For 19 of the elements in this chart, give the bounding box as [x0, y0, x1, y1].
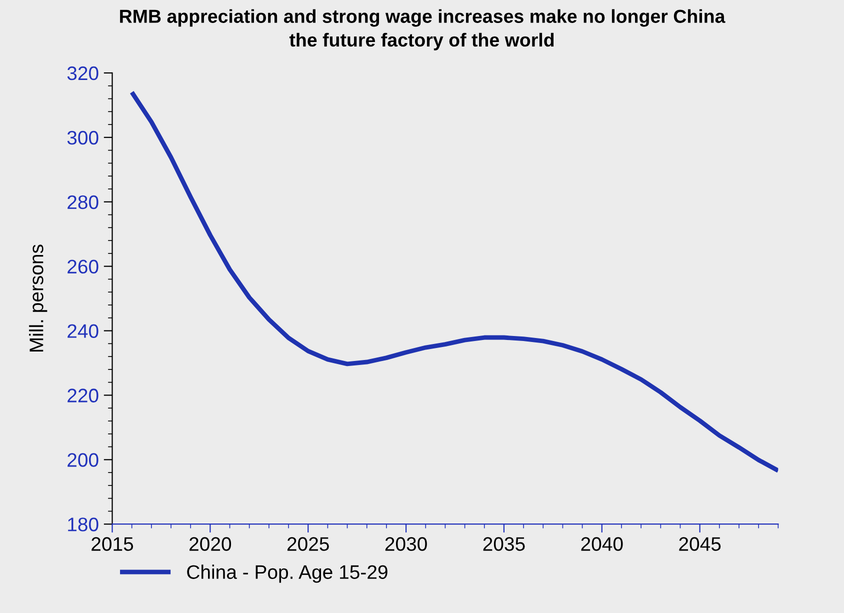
- x-tick-label: 2020: [190, 537, 232, 551]
- y-axis-title: Mill. persons: [29, 244, 48, 352]
- y-tick-label: 300: [67, 130, 98, 145]
- y-tick-label: 320: [67, 66, 98, 80]
- legend-label: China - Pop. Age 15-29: [187, 564, 388, 583]
- chart-title: RMB appreciation and strong wage increases make no longer China the future factory of the world: [120, 9, 726, 50]
- x-tick-label: 2025: [287, 537, 329, 551]
- x-tick-label: 2035: [483, 537, 525, 551]
- y-tick-label: 260: [68, 260, 98, 274]
- x-tick-label: 2015: [92, 537, 134, 551]
- y-tick-label: 240: [68, 324, 98, 338]
- y-tick-label: 220: [68, 388, 98, 402]
- x-tick-label: 2030: [385, 537, 427, 551]
- y-tick-label: 200: [68, 453, 98, 467]
- x-tick-label: 2040: [581, 537, 623, 551]
- y-tick-label: 280: [68, 195, 98, 210]
- line-series: [130, 90, 778, 473]
- x-tick-label: 2045: [679, 537, 721, 551]
- y-tick-label: 180: [68, 518, 98, 532]
